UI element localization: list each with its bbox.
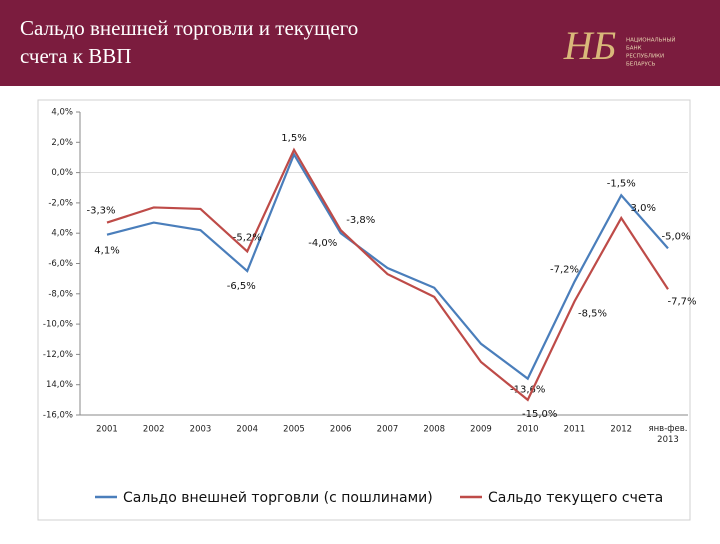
x-tick-label: 2001 [96,425,118,435]
data-label: -15,0% [522,409,557,420]
x-tick-label: 2007 [377,425,399,435]
data-label: -3,3% [86,206,115,217]
logo-text: БЕЛАРУСЬ [626,62,656,68]
y-tick-label: -2,0% [48,198,73,208]
x-tick-label: 2010 [517,425,539,435]
x-tick-label: 2004 [236,425,258,435]
x-tick-label: 2009 [470,425,492,435]
data-label: -7,2% [550,265,579,276]
data-label: -5,2% [233,232,262,243]
x-tick-label: 2005 [283,425,305,435]
data-label: -7,7% [667,296,696,307]
y-tick-label: -16,0% [43,411,73,421]
x-tick-label: 2012 [610,425,632,435]
y-tick-label: 2,0% [51,138,73,148]
series-line [106,151,669,381]
x-tick-label: 2008 [423,425,445,435]
data-label: -3,8% [346,215,375,226]
y-tick-label: 4,0% [51,108,73,118]
chart-frame [37,99,691,521]
legend-label: Сальдо внешней торговли (с пошлинами) [123,490,433,506]
x-tick-label: 2011 [564,425,586,435]
logo-text: НАЦИОНАЛЬНЫЙ [626,37,676,44]
x-tick-label: 2002 [143,425,165,435]
data-label: -1,5% [607,178,636,189]
y-tick-label: -10,0% [43,320,73,330]
y-tick-label: -12,0% [43,350,73,360]
y-tick-label: -6,0% [48,259,73,269]
data-label: -6,5% [227,281,256,292]
logo: НБ НАЦИОНАЛЬНЫЙ БАНК РЕСПУБЛИКИ БЕЛАРУСЬ [563,23,676,68]
title-line: счета к ВВП [20,44,131,68]
y-tick-label: -8,0% [48,289,73,299]
plot: 4,0% 2,0% 0,0% -2,0% 4,0% -6,0% -8,0% -10,0% -12… [43,108,697,507]
logo-text: РЕСПУБЛИКИ [626,54,664,60]
y-tick-label: 0,0% [51,168,73,178]
x-tick-label: 2006 [330,425,352,435]
y-tick-label: 14,0% [46,380,73,390]
legend-label: Сальдо текущего счета [488,490,663,506]
data-label: 1,5% [281,133,306,144]
title-line: Сальдо внешней торговли и текущего [20,16,358,40]
data-label: -8,5% [578,308,607,319]
data-label: -5,0% [661,231,690,242]
logo-text: БАНК [626,46,642,52]
data-label: 4,1% [94,246,119,257]
header-band [0,0,720,86]
data-label: -4,0% [308,238,337,249]
logo-mark: НБ [563,23,616,68]
data-label: -13,6% [510,385,545,396]
series-line [106,147,669,402]
x-tick-label: 2003 [190,425,212,435]
data-label: 3,0% [631,203,656,214]
x-tick-label: янв-фев. 2013 [649,424,688,445]
y-tick-label: 4,0% [51,229,73,239]
